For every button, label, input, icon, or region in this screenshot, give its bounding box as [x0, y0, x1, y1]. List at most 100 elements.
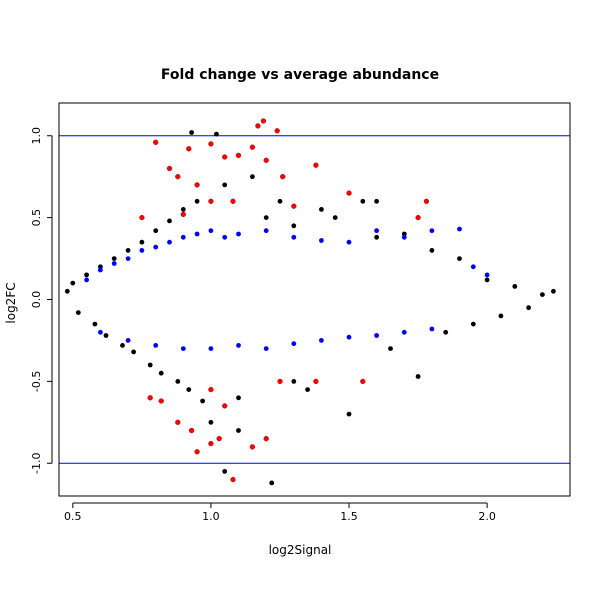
- point-s1-25: [180, 346, 186, 351]
- point-s2-0: [153, 139, 159, 145]
- point-s2-8: [274, 128, 280, 134]
- point-s0-9: [125, 248, 131, 253]
- point-s0-26: [236, 428, 241, 433]
- point-s0-43: [512, 284, 518, 289]
- point-s0-49: [277, 198, 283, 204]
- point-s2-12: [346, 190, 352, 196]
- x-axis-label: log2Signal: [269, 543, 332, 557]
- point-s1-34: [429, 326, 435, 332]
- point-s0-4: [92, 321, 98, 327]
- point-s2-34: [277, 378, 283, 385]
- point-s2-24: [158, 398, 164, 404]
- point-s1-28: [263, 346, 269, 351]
- point-s1-17: [401, 234, 407, 240]
- point-s1-19: [457, 226, 462, 232]
- y-tick-label-0: -1.0: [30, 453, 43, 474]
- point-s0-36: [415, 374, 421, 379]
- point-s1-5: [153, 244, 159, 250]
- point-s2-20: [291, 203, 297, 209]
- point-s0-50: [319, 207, 324, 212]
- point-s1-24: [153, 343, 159, 348]
- point-s0-12: [147, 362, 153, 368]
- point-s1-21: [484, 272, 490, 278]
- point-s1-8: [194, 231, 200, 237]
- point-s2-19: [230, 198, 236, 204]
- point-s2-10: [280, 174, 286, 180]
- point-s2-33: [263, 436, 269, 442]
- chart-title: Fold change vs average abundance: [161, 67, 439, 83]
- x-tick-label-1: 1.0: [202, 510, 220, 523]
- point-s2-30: [222, 403, 228, 409]
- point-s0-33: [374, 234, 379, 240]
- point-s1-6: [167, 239, 172, 245]
- y-tick-label-1: -0.5: [30, 371, 43, 392]
- point-s0-37: [429, 248, 435, 253]
- point-s0-48: [250, 174, 255, 180]
- x-tick-label-0: 0.5: [64, 510, 82, 523]
- point-s2-18: [208, 198, 214, 204]
- point-s1-12: [263, 228, 269, 234]
- point-s1-31: [346, 334, 352, 340]
- point-s2-13: [423, 198, 430, 204]
- point-s1-22: [98, 329, 103, 335]
- point-s2-23: [147, 395, 153, 401]
- point-s0-51: [236, 395, 241, 401]
- point-s0-45: [540, 292, 545, 297]
- point-s0-1: [70, 280, 76, 286]
- point-s1-14: [319, 238, 324, 243]
- point-s0-47: [222, 182, 228, 188]
- point-s1-11: [236, 231, 241, 237]
- point-s0-30: [332, 215, 338, 221]
- point-s2-37: [208, 386, 214, 393]
- point-s0-40: [470, 321, 476, 327]
- point-s0-39: [457, 256, 462, 261]
- point-s1-27: [236, 343, 241, 348]
- point-s2-22: [180, 211, 186, 218]
- point-s1-1: [98, 267, 103, 273]
- point-s2-28: [208, 440, 214, 447]
- data-points: [64, 118, 556, 486]
- y-axis-label: log2FC: [4, 282, 18, 323]
- point-s0-53: [374, 198, 379, 204]
- point-s0-28: [291, 223, 297, 229]
- point-s2-27: [194, 449, 200, 455]
- point-s0-27: [263, 215, 269, 221]
- x-tick-label-2: 1.5: [340, 510, 358, 523]
- point-s0-0: [64, 288, 70, 294]
- point-s2-4: [235, 152, 242, 159]
- point-s0-41: [484, 277, 490, 283]
- point-s1-32: [374, 333, 379, 338]
- point-s0-3: [84, 272, 89, 278]
- point-s1-16: [374, 228, 379, 234]
- point-s0-38: [443, 329, 449, 335]
- point-s1-30: [319, 338, 324, 343]
- point-s2-21: [139, 214, 145, 221]
- point-s2-16: [175, 174, 181, 180]
- point-s2-14: [415, 214, 421, 221]
- point-s0-15: [167, 218, 172, 224]
- point-s1-20: [470, 264, 476, 270]
- y-tick-label-2: 0.0: [30, 291, 43, 309]
- point-s2-15: [166, 165, 173, 172]
- point-s1-18: [429, 228, 435, 234]
- point-s2-6: [255, 123, 261, 129]
- point-s1-2: [111, 261, 117, 266]
- point-s0-35: [401, 231, 407, 237]
- x-axis: 0.5 1.0 1.5 2.0: [64, 502, 496, 523]
- point-s0-17: [180, 207, 186, 212]
- x-tick-label-3: 2.0: [478, 510, 496, 523]
- point-s2-2: [208, 141, 214, 147]
- point-s1-9: [208, 228, 214, 234]
- point-s0-31: [346, 411, 352, 417]
- point-s0-10: [131, 349, 137, 355]
- point-s2-9: [263, 157, 269, 163]
- point-s1-4: [139, 248, 145, 253]
- y-tick-label-4: 1.0: [30, 127, 43, 145]
- point-s1-0: [84, 277, 89, 283]
- point-s0-42: [498, 313, 504, 319]
- point-s1-7: [180, 234, 186, 240]
- point-s2-36: [360, 378, 366, 385]
- point-s0-8: [120, 343, 125, 348]
- point-s0-20: [200, 398, 206, 404]
